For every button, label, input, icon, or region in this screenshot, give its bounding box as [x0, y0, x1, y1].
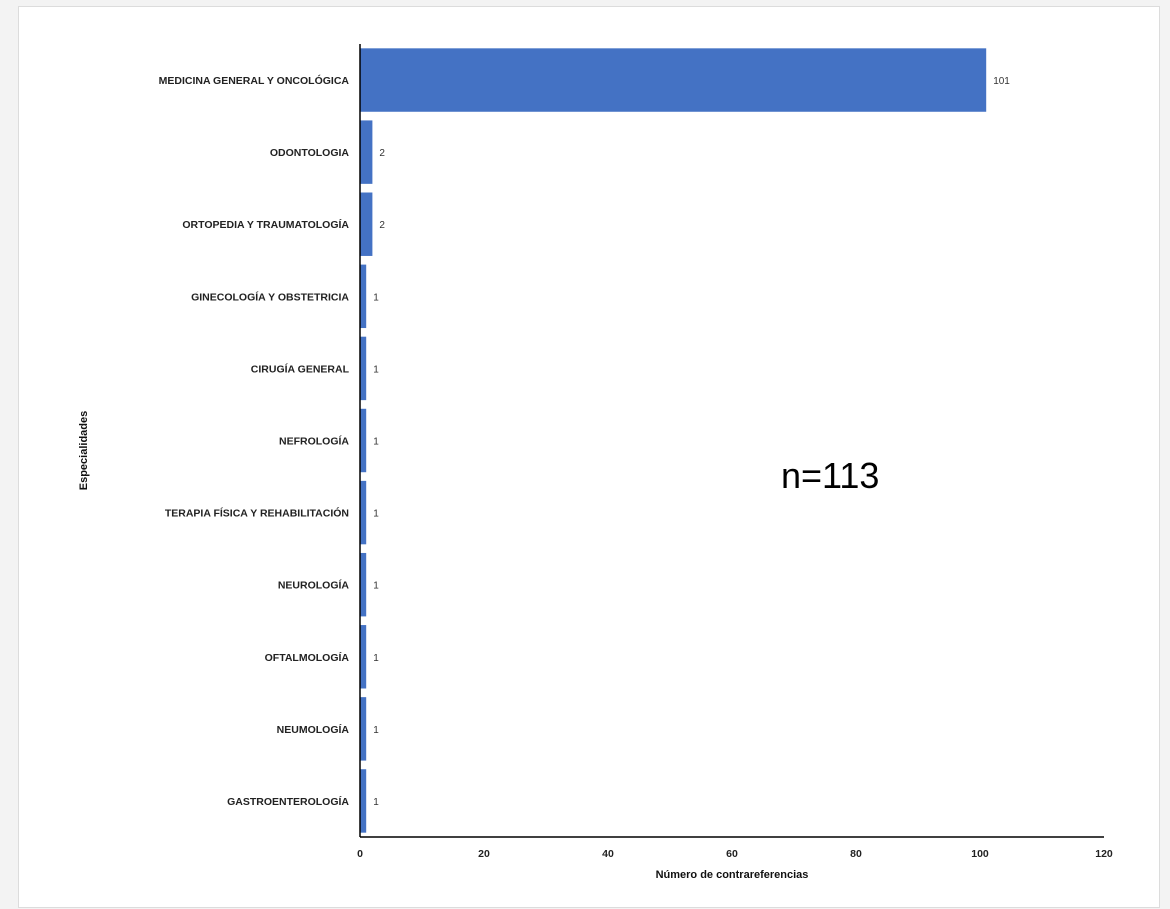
category-label: GASTROENTEROLOGÍA — [227, 795, 349, 808]
data-label: 1 — [373, 364, 379, 375]
bar — [360, 480, 367, 545]
bar — [360, 552, 367, 617]
data-label: 1 — [373, 509, 379, 520]
data-label: 1 — [373, 437, 379, 448]
x-tick-label: 20 — [478, 848, 490, 860]
category-label: MEDICINA GENERAL Y ONCOLÓGICA — [159, 74, 350, 87]
data-label: 1 — [373, 292, 379, 303]
data-label: 1 — [373, 797, 379, 808]
category-label: ODONTOLOGIA — [270, 147, 350, 159]
x-axis-title: Número de contrareferencias — [656, 869, 809, 881]
category-label: TERAPIA FÍSICA Y REHABILITACIÓN — [165, 507, 349, 520]
data-label: 1 — [373, 725, 379, 736]
bar — [360, 625, 367, 689]
x-axis-ticks: 0 20 40 60 80 100 120 — [357, 848, 1113, 860]
category-label: GINECOLOGÍA Y OBSTETRICIA — [191, 290, 349, 303]
bar — [360, 264, 367, 329]
category-labels: MEDICINA GENERAL Y ONCOLÓGICA ODONTOLOGIA… — [159, 74, 350, 808]
bar-chart: MEDICINA GENERAL Y ONCOLÓGICA ODONTOLOGIA… — [78, 44, 1113, 881]
data-label: 2 — [379, 220, 385, 231]
bar — [360, 408, 367, 473]
bar — [360, 120, 373, 184]
category-label: NEFROLOGÍA — [279, 435, 349, 448]
x-tick-label: 40 — [602, 848, 614, 860]
sample-size-annotation: n=113 — [781, 455, 879, 496]
data-label: 1 — [373, 581, 379, 592]
bar — [360, 192, 373, 256]
x-tick-label: 0 — [357, 848, 363, 860]
category-label: OFTALMOLOGÍA — [265, 651, 350, 664]
bar — [360, 48, 987, 112]
x-tick-label: 80 — [850, 848, 862, 860]
x-tick-label: 100 — [971, 848, 989, 860]
bar — [360, 336, 367, 401]
bars-group — [360, 48, 987, 833]
data-label: 1 — [373, 653, 379, 664]
chart-frame: MEDICINA GENERAL Y ONCOLÓGICA ODONTOLOGIA… — [18, 6, 1160, 908]
data-labels: 101 2 2 1 1 1 1 1 1 1 1 — [373, 76, 1010, 808]
y-axis-title: Especialidades — [78, 411, 90, 491]
x-tick-label: 60 — [726, 848, 738, 860]
bar — [360, 769, 367, 833]
bar — [360, 697, 367, 761]
category-label: ORTOPEDIA Y TRAUMATOLOGÍA — [182, 218, 349, 231]
data-label: 101 — [993, 76, 1010, 87]
category-label: NEUROLOGÍA — [278, 579, 350, 592]
category-label: CIRUGÍA GENERAL — [251, 362, 350, 375]
category-label: NEUMOLOGÍA — [277, 723, 350, 736]
x-tick-label: 120 — [1095, 848, 1113, 860]
data-label: 2 — [379, 148, 385, 159]
